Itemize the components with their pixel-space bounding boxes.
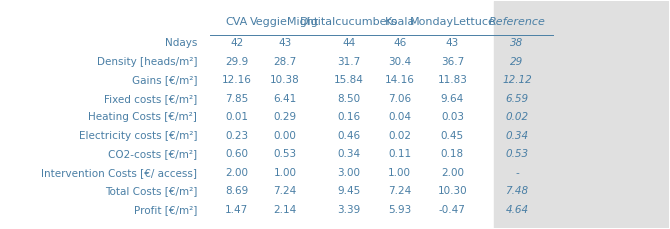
Text: 44: 44 — [342, 38, 356, 48]
Text: 43: 43 — [446, 38, 459, 48]
Text: 0.60: 0.60 — [225, 149, 249, 159]
Text: Profit [€/m²]: Profit [€/m²] — [134, 205, 197, 215]
Text: 15.84: 15.84 — [334, 75, 364, 85]
Text: 7.24: 7.24 — [273, 186, 297, 196]
Text: 7.85: 7.85 — [225, 94, 249, 104]
Text: -: - — [515, 168, 519, 178]
FancyBboxPatch shape — [494, 1, 669, 228]
Text: 1.00: 1.00 — [388, 168, 411, 178]
Text: Electricity costs [€/m²]: Electricity costs [€/m²] — [79, 131, 197, 141]
Text: 38: 38 — [511, 38, 524, 48]
Text: 9.45: 9.45 — [337, 186, 360, 196]
Text: Koala: Koala — [385, 17, 415, 27]
Text: 2.00: 2.00 — [441, 168, 464, 178]
Text: 0.34: 0.34 — [505, 131, 529, 141]
Text: 8.69: 8.69 — [225, 186, 249, 196]
Text: 5.93: 5.93 — [388, 205, 411, 215]
Text: 36.7: 36.7 — [441, 57, 464, 67]
Text: Digitalcucumbers: Digitalcucumbers — [300, 17, 398, 27]
Text: -0.47: -0.47 — [439, 205, 466, 215]
Text: Fixed costs [€/m²]: Fixed costs [€/m²] — [104, 94, 197, 104]
Text: 6.41: 6.41 — [273, 94, 297, 104]
Text: 14.16: 14.16 — [385, 75, 415, 85]
Text: 0.02: 0.02 — [388, 131, 411, 141]
Text: Gains [€/m²]: Gains [€/m²] — [132, 75, 197, 85]
Text: 12.12: 12.12 — [502, 75, 532, 85]
Text: CO2-costs [€/m²]: CO2-costs [€/m²] — [108, 149, 197, 159]
Text: 1.00: 1.00 — [273, 168, 296, 178]
Text: 0.01: 0.01 — [225, 112, 249, 122]
Text: Reference: Reference — [488, 17, 545, 27]
Text: 0.18: 0.18 — [441, 149, 464, 159]
Text: Heating Costs [€/m²]: Heating Costs [€/m²] — [88, 112, 197, 122]
Text: 0.23: 0.23 — [225, 131, 249, 141]
Text: 29: 29 — [511, 57, 524, 67]
Text: 6.59: 6.59 — [505, 94, 529, 104]
Text: 43: 43 — [278, 38, 291, 48]
Text: CVA: CVA — [226, 17, 248, 27]
Text: 0.11: 0.11 — [388, 149, 411, 159]
Text: 7.06: 7.06 — [388, 94, 411, 104]
Text: 3.39: 3.39 — [337, 205, 360, 215]
Text: 2.00: 2.00 — [225, 168, 249, 178]
Text: 2.14: 2.14 — [273, 205, 297, 215]
Text: 46: 46 — [393, 38, 406, 48]
Text: 0.04: 0.04 — [388, 112, 411, 122]
Text: 28.7: 28.7 — [273, 57, 297, 67]
Text: 8.50: 8.50 — [337, 94, 360, 104]
Text: MondayLettuce: MondayLettuce — [409, 17, 495, 27]
Text: 0.53: 0.53 — [505, 149, 529, 159]
Text: 0.46: 0.46 — [337, 131, 360, 141]
Text: 12.16: 12.16 — [222, 75, 252, 85]
Text: 0.02: 0.02 — [505, 112, 529, 122]
Text: 3.00: 3.00 — [338, 168, 360, 178]
Text: VeggieMight: VeggieMight — [251, 17, 320, 27]
Text: 0.34: 0.34 — [337, 149, 360, 159]
Text: 0.00: 0.00 — [273, 131, 296, 141]
Text: Total Costs [€/m²]: Total Costs [€/m²] — [105, 186, 197, 196]
Text: 4.64: 4.64 — [505, 205, 529, 215]
Text: 30.4: 30.4 — [388, 57, 411, 67]
Text: 0.03: 0.03 — [441, 112, 464, 122]
Text: 0.53: 0.53 — [273, 149, 297, 159]
Text: 0.29: 0.29 — [273, 112, 297, 122]
Text: 9.64: 9.64 — [441, 94, 464, 104]
Text: 31.7: 31.7 — [337, 57, 360, 67]
Text: 10.38: 10.38 — [270, 75, 300, 85]
Text: 0.16: 0.16 — [337, 112, 360, 122]
Text: Density [heads/m²]: Density [heads/m²] — [96, 57, 197, 67]
Text: 11.83: 11.83 — [438, 75, 468, 85]
Text: Ndays: Ndays — [165, 38, 197, 48]
Text: 7.48: 7.48 — [505, 186, 529, 196]
Text: 7.24: 7.24 — [388, 186, 411, 196]
Text: 1.47: 1.47 — [225, 205, 249, 215]
Text: 0.45: 0.45 — [441, 131, 464, 141]
Text: 10.30: 10.30 — [438, 186, 467, 196]
Text: Intervention Costs [€/ access]: Intervention Costs [€/ access] — [42, 168, 197, 178]
Text: 29.9: 29.9 — [225, 57, 249, 67]
Text: 42: 42 — [230, 38, 243, 48]
